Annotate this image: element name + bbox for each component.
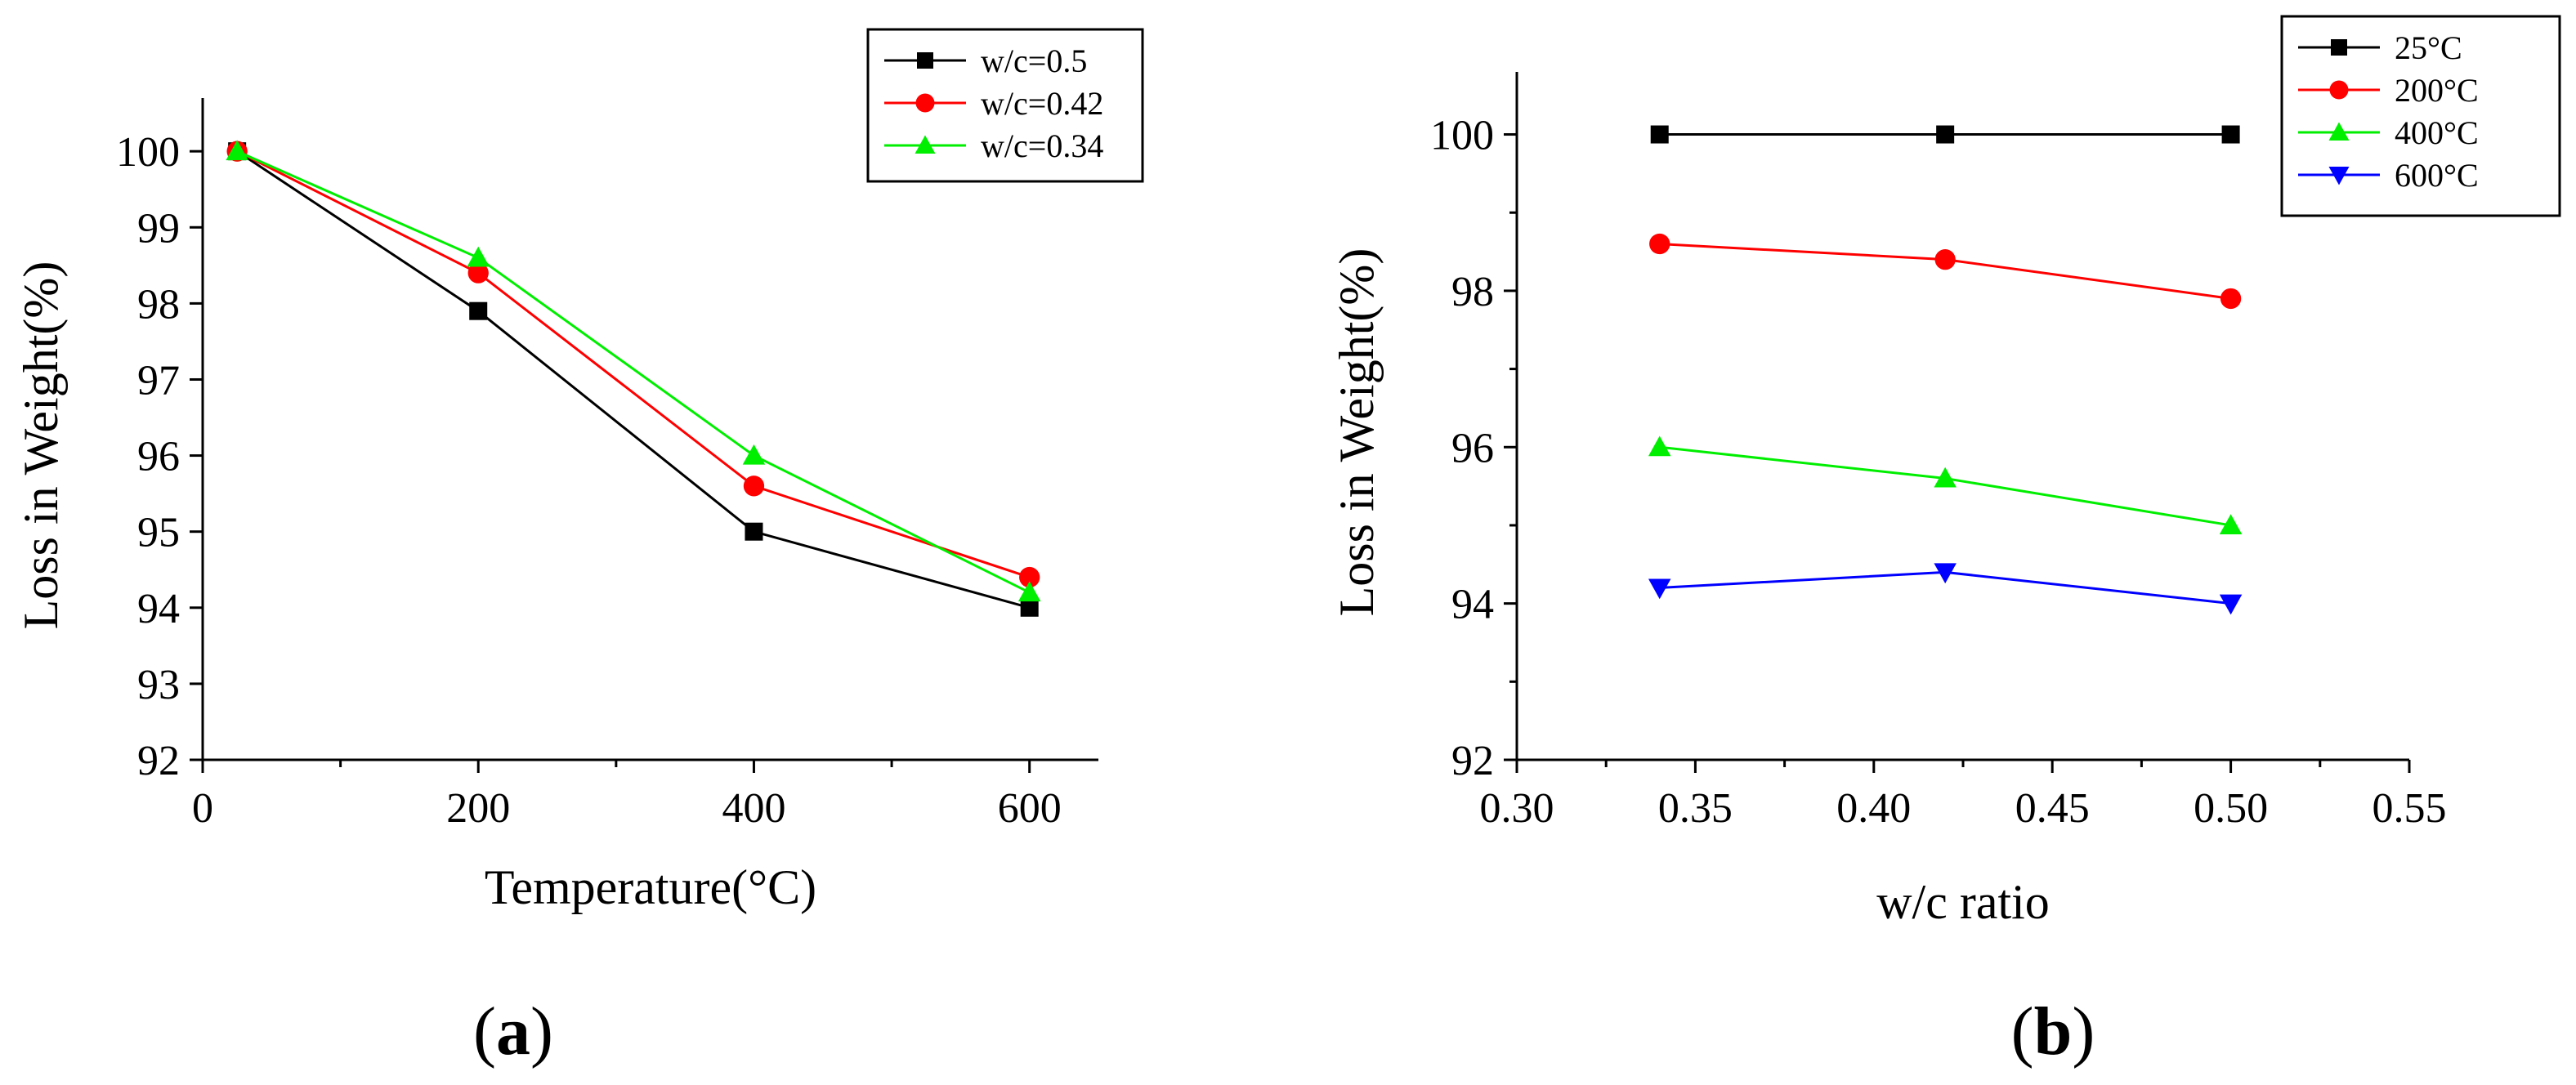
x-axis-title: w/c ratio <box>1876 875 2050 929</box>
x-axis-title: Temperature(°C) <box>485 860 816 914</box>
legend-label: 600°C <box>2395 157 2479 194</box>
legend-box <box>866 28 1144 183</box>
legend-label: w/c=0.42 <box>981 85 1103 122</box>
y-axis-title: Loss in Weight(%) <box>1330 248 1384 617</box>
data-point <box>469 301 488 320</box>
series-line <box>236 150 1031 594</box>
y-tick-label: 96 <box>137 434 180 480</box>
series-3 <box>1648 563 2243 615</box>
data-point <box>1019 566 1040 588</box>
x-tick-label: 0.35 <box>1658 785 1733 832</box>
x-tick-label: 200 <box>446 785 510 832</box>
series-2 <box>1648 435 2243 534</box>
legend-marker <box>2328 167 2350 185</box>
series-1 <box>1649 233 2242 310</box>
series-2 <box>226 140 1041 602</box>
series-1 <box>226 141 1040 588</box>
panel-label: (b) <box>2011 993 2095 1069</box>
x-tick-label: 600 <box>998 785 1062 832</box>
x-tick-label: 0.55 <box>2373 785 2447 832</box>
data-point <box>467 246 490 267</box>
data-point <box>745 522 763 541</box>
data-point <box>1934 467 1957 488</box>
data-point <box>1648 435 1671 457</box>
data-point <box>467 262 489 284</box>
legend-marker <box>2328 122 2350 141</box>
y-tick-label: 96 <box>1451 425 1494 471</box>
x-tick-label: 0.45 <box>2015 785 2090 832</box>
y-axis-title: Loss in Weight(%) <box>14 261 68 630</box>
data-point <box>743 476 765 497</box>
data-point <box>2221 125 2240 144</box>
series-0 <box>228 142 1039 617</box>
y-tick-label: 92 <box>1451 738 1494 784</box>
y-tick-label: 94 <box>1451 582 1494 628</box>
y-tick-label: 92 <box>137 738 180 784</box>
x-tick-label: 0.30 <box>1480 785 1554 832</box>
x-tick-label: 0.50 <box>2194 785 2268 832</box>
legend-marker <box>2329 80 2349 100</box>
data-point <box>226 140 248 161</box>
y-tick-label: 93 <box>137 662 180 708</box>
legend-box <box>2280 15 2561 217</box>
legend-marker <box>915 93 935 113</box>
legend-label: 25°C <box>2395 29 2462 66</box>
chart-a: 0 200 400 600 92 93 94 95 96 97 98 99 100 Temperature… <box>14 28 1144 1069</box>
panel-label-close: ) <box>530 993 553 1069</box>
y-tick-label: 94 <box>137 586 180 632</box>
legend-label: 200°C <box>2395 72 2479 109</box>
x-tick-label: 400 <box>722 785 785 832</box>
y-tick-label: 98 <box>1451 269 1494 315</box>
legend: 25°C 200°C 400°C 600°C <box>2280 15 2561 217</box>
legend-marker <box>2331 39 2347 56</box>
panel-label-letter: b <box>2034 993 2073 1069</box>
panel-label-open: ( <box>473 993 496 1069</box>
series-0 <box>1650 125 2240 144</box>
legend-label: w/c=0.5 <box>981 42 1087 79</box>
data-point <box>1649 233 1670 255</box>
panel-label: (a) <box>473 993 553 1069</box>
y-tick-label: 100 <box>116 129 180 176</box>
data-point <box>1020 598 1039 617</box>
data-point <box>1648 578 1671 600</box>
panel-label-letter: a <box>496 993 530 1069</box>
y-tick-label: 99 <box>137 205 180 252</box>
data-point <box>1934 248 1956 270</box>
data-point <box>742 444 766 465</box>
y-tick-label: 97 <box>137 357 180 404</box>
y-tick-label: 100 <box>1430 113 1494 159</box>
data-point <box>1936 125 1955 144</box>
x-tick-label: 0.40 <box>1836 785 1911 832</box>
panel-label-close: ) <box>2072 993 2095 1069</box>
data-point <box>2220 288 2242 310</box>
data-point <box>2219 594 2243 615</box>
y-tick-label: 95 <box>137 510 180 556</box>
data-point <box>2219 514 2243 534</box>
data-point <box>1650 125 1669 144</box>
y-tick-label: 98 <box>137 281 180 328</box>
legend-marker <box>915 135 936 154</box>
series-line <box>236 150 1031 609</box>
x-tick-label: 0 <box>192 785 213 832</box>
legend-label: 400°C <box>2395 114 2479 151</box>
chart-b: 0.30 0.35 0.40 0.45 0.50 0.55 92 94 96 98 100 w/c r… <box>1330 15 2561 1069</box>
data-point <box>1017 581 1041 602</box>
legend: w/c=0.5 w/c=0.42 w/c=0.34 <box>866 28 1144 183</box>
legend-marker <box>917 52 933 69</box>
series-line <box>236 150 1031 578</box>
panel-label-open: ( <box>2011 993 2034 1069</box>
legend-label: w/c=0.34 <box>981 127 1103 164</box>
data-point <box>1934 563 1957 584</box>
